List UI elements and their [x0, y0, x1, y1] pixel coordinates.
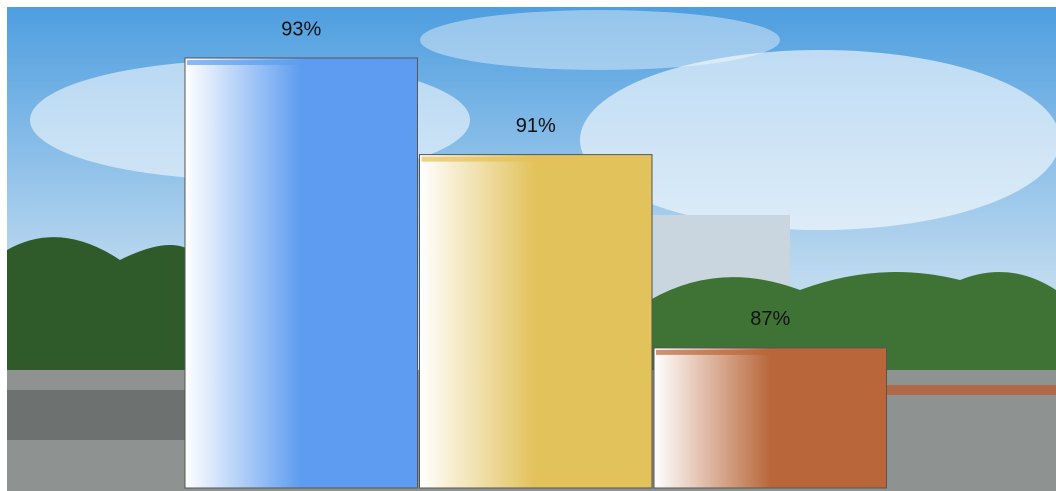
bar	[184, 57, 418, 489]
bar-bevel	[187, 59, 416, 65]
bar-bevel	[656, 349, 885, 355]
value-label: 93%	[281, 18, 321, 40]
bar-bevel	[421, 156, 650, 162]
value-label: 91%	[516, 115, 556, 137]
bar	[653, 347, 887, 489]
value-label: 87%	[750, 308, 790, 330]
bar	[419, 154, 653, 489]
